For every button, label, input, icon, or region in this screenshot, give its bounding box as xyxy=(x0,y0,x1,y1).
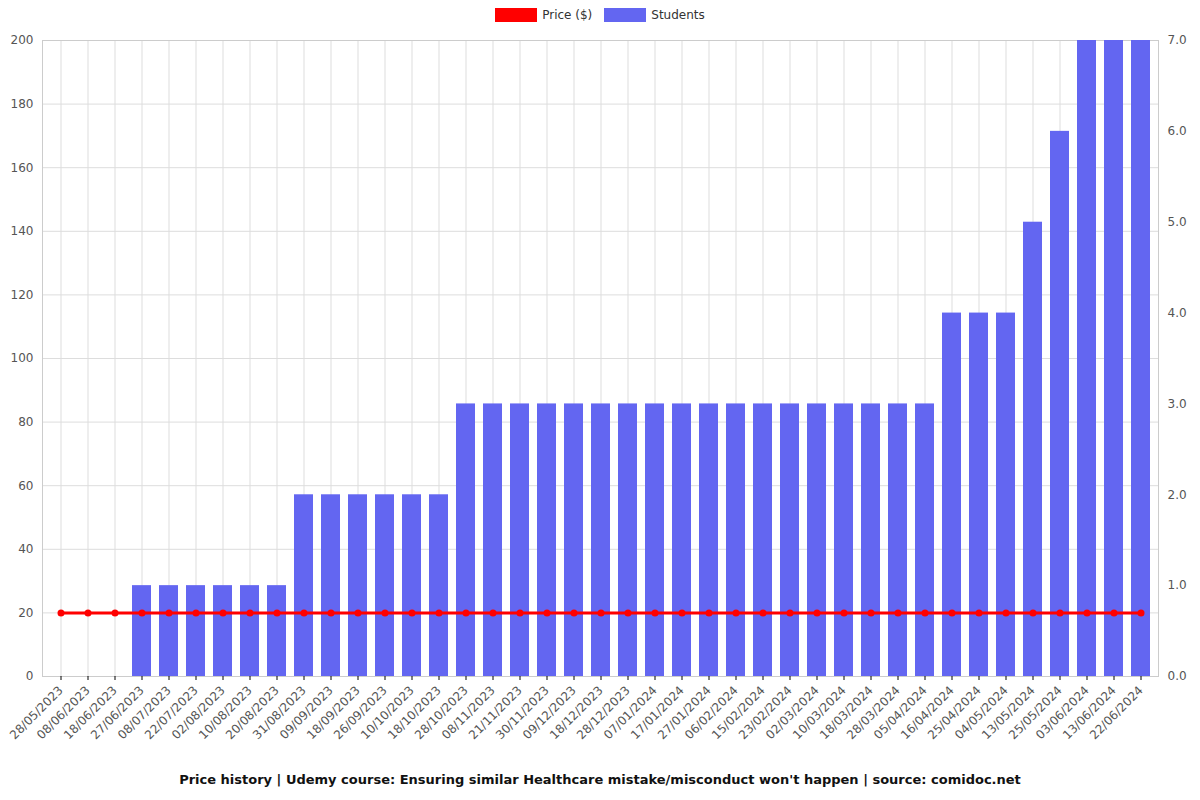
svg-text:10/08/2023: 10/08/2023 xyxy=(196,683,255,743)
svg-text:3.0: 3.0 xyxy=(1168,397,1187,411)
svg-text:200: 200 xyxy=(11,33,34,47)
svg-text:20/08/2023: 20/08/2023 xyxy=(223,683,282,743)
svg-text:15/02/2024: 15/02/2024 xyxy=(709,683,768,743)
svg-text:28/03/2024: 28/03/2024 xyxy=(844,683,903,743)
svg-text:0.0: 0.0 xyxy=(1168,669,1187,683)
svg-text:40: 40 xyxy=(18,542,33,556)
svg-text:27/01/2024: 27/01/2024 xyxy=(655,683,714,743)
svg-text:10/03/2024: 10/03/2024 xyxy=(790,683,849,743)
svg-text:22/07/2023: 22/07/2023 xyxy=(142,683,201,743)
svg-text:18/10/2023: 18/10/2023 xyxy=(385,683,444,743)
html-text:Price history | Udemy course:: Price history | Udemy course: Ensuring s… xyxy=(179,772,1021,787)
svg-text:13/06/2024: 13/06/2024 xyxy=(1060,683,1119,743)
svg-text:18/09/2023: 18/09/2023 xyxy=(304,683,363,743)
svg-text:25/04/2024: 25/04/2024 xyxy=(925,683,984,743)
svg-text:18/06/2023: 18/06/2023 xyxy=(61,683,120,743)
html-text:Price ($): Price ($) xyxy=(542,8,593,22)
svg-text:23/02/2024: 23/02/2024 xyxy=(736,683,795,743)
svg-text:10/10/2023: 10/10/2023 xyxy=(358,683,417,743)
svg-text:7.0: 7.0 xyxy=(1168,33,1187,47)
svg-text:17/01/2024: 17/01/2024 xyxy=(628,683,687,743)
svg-text:22/06/2024: 22/06/2024 xyxy=(1087,683,1146,742)
svg-text:1.0: 1.0 xyxy=(1168,578,1187,592)
svg-text:26/09/2023: 26/09/2023 xyxy=(331,683,390,743)
svg-text:20: 20 xyxy=(18,606,33,620)
svg-text:08/11/2023: 08/11/2023 xyxy=(439,683,498,743)
svg-text:08/06/2023: 08/06/2023 xyxy=(34,683,93,743)
svg-text:120: 120 xyxy=(11,288,34,302)
svg-text:28/12/2023: 28/12/2023 xyxy=(574,683,633,743)
svg-text:13/05/2024: 13/05/2024 xyxy=(979,683,1038,743)
svg-text:28/05/2023: 28/05/2023 xyxy=(7,683,66,743)
svg-text:2.0: 2.0 xyxy=(1168,488,1187,502)
svg-text:09/12/2023: 09/12/2023 xyxy=(520,683,579,743)
svg-text:180: 180 xyxy=(11,97,34,111)
svg-text:6.0: 6.0 xyxy=(1168,124,1187,138)
svg-text:140: 140 xyxy=(11,224,34,238)
svg-text:160: 160 xyxy=(11,161,34,175)
svg-text:27/06/2023: 27/06/2023 xyxy=(88,683,147,743)
svg-text:02/08/2023: 02/08/2023 xyxy=(169,683,228,743)
svg-text:18/03/2024: 18/03/2024 xyxy=(817,683,876,743)
svg-text:25/05/2024: 25/05/2024 xyxy=(1006,683,1065,743)
svg-text:28/10/2023: 28/10/2023 xyxy=(412,683,471,743)
svg-text:100: 100 xyxy=(11,351,34,365)
svg-text:05/04/2024: 05/04/2024 xyxy=(871,683,930,743)
html-text:Students: Students xyxy=(651,8,705,22)
svg-text:16/04/2024: 16/04/2024 xyxy=(898,683,957,743)
svg-text:21/11/2023: 21/11/2023 xyxy=(466,683,525,743)
svg-text:02/03/2024: 02/03/2024 xyxy=(763,683,822,743)
svg-text:30/11/2023: 30/11/2023 xyxy=(493,683,552,743)
svg-text:03/06/2024: 03/06/2024 xyxy=(1033,683,1092,743)
svg-text:09/09/2023: 09/09/2023 xyxy=(277,683,336,743)
svg-text:04/05/2024: 04/05/2024 xyxy=(952,683,1011,743)
svg-text:08/07/2023: 08/07/2023 xyxy=(115,683,174,743)
svg-text:80: 80 xyxy=(18,415,33,429)
svg-text:60: 60 xyxy=(18,479,33,493)
svg-text:5.0: 5.0 xyxy=(1168,215,1187,229)
svg-text:07/01/2024: 07/01/2024 xyxy=(601,683,660,743)
svg-text:4.0: 4.0 xyxy=(1168,306,1187,320)
svg-text:31/08/2023: 31/08/2023 xyxy=(250,683,309,743)
svg-text:0: 0 xyxy=(26,669,34,683)
svg-text:06/02/2024: 06/02/2024 xyxy=(682,683,741,743)
svg-text:18/12/2023: 18/12/2023 xyxy=(547,683,606,743)
